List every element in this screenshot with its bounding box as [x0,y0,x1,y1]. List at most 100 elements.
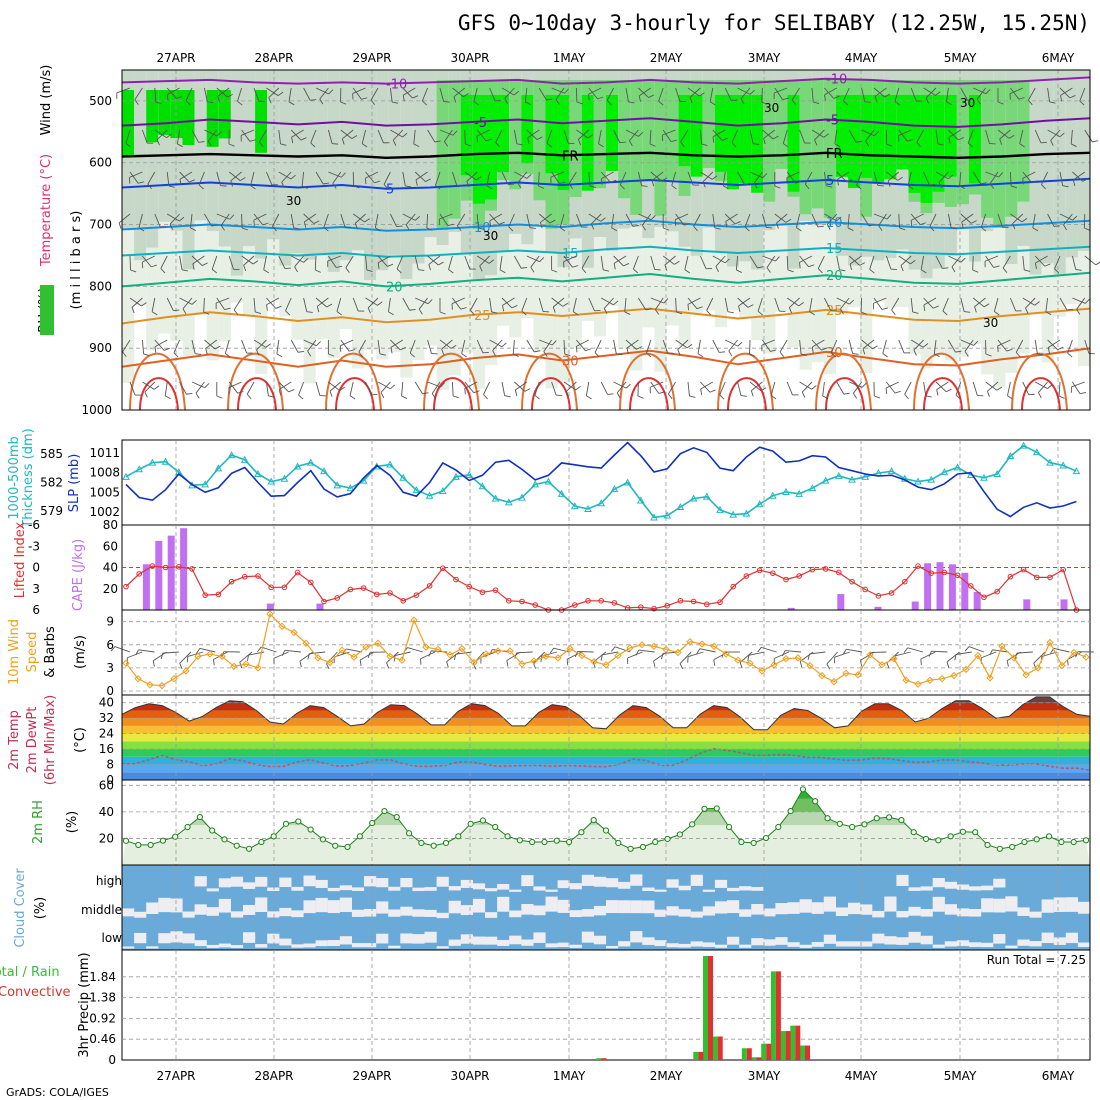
wind-barb-flag [195,353,202,355]
wind-barb [421,87,429,102]
thickness-point [861,472,870,480]
wind-barb-flag [329,390,333,397]
rh-shade-90 [932,95,945,192]
wind-speed-point [866,651,874,659]
thickness-point [491,494,500,502]
wind-barb [625,87,629,102]
cloud-gap [1029,911,1042,918]
wind-barb [1022,171,1033,184]
wind-barb [551,381,557,396]
cloud-gap [606,900,619,914]
wind-barb-flag [610,179,617,183]
cloud-gap [460,934,473,944]
wind-barb-flag [960,257,966,263]
temp-band [122,764,1090,773]
thickness-point [597,499,606,507]
wind-barb-flag [638,131,644,137]
wind-barb [712,129,726,138]
cloud-gap [690,911,703,918]
wind-barb-flag [668,393,673,399]
wind-barb [568,171,577,185]
wind-barb-flag [179,216,185,222]
cloud-gap [751,938,764,946]
cloud-gap [908,906,921,916]
wind-barb-flag [738,305,741,312]
thickness-point [702,492,711,500]
rh-point [209,827,216,834]
precip-tick: 1.38 [89,991,116,1005]
wind-barb-flag [849,263,853,270]
wind-barb [439,87,445,102]
wind-barb-flag [824,94,826,101]
wind-barb-flag [448,269,454,274]
wind10m-barb-flag [196,648,201,654]
wind-barb [588,171,591,186]
wind-barb [228,381,242,389]
cloud-gap [581,874,594,886]
wind-barb-flag [502,305,505,312]
wind-barb-flag [568,183,573,189]
wind-barb [464,381,475,394]
wind-barb [576,339,590,347]
wind-barb-flag [894,390,901,394]
wind10m-barb [359,651,375,661]
cloud-gap [872,933,885,944]
wind-barb-flag [181,269,189,272]
pressure-tick: 800 [89,279,112,293]
rh-shade-70 [1017,80,1030,202]
wind-barb [377,339,381,354]
wind-barb [1028,87,1036,101]
wind-barb [426,213,429,229]
wind-barb-flag [141,302,147,307]
wind10m-barb-flag [489,649,493,655]
wind-barb-flag [753,182,758,189]
rh-shade-90 [581,95,594,191]
temp-band [122,733,1090,742]
wind10m-barb [420,651,436,660]
li-point [941,569,948,576]
cloud-gap [739,909,752,917]
wind-barb [791,87,800,101]
wind-barb [336,297,342,312]
wind-barb-flag [441,348,445,355]
wind-barb-flag [645,308,652,311]
wind-barb-flag [894,101,901,106]
wind10m-barb [199,647,216,653]
surface-temp-loop-inner [139,377,179,411]
li-point [347,586,354,593]
wind-barb [873,297,887,304]
cloud-gap [618,941,631,947]
wind-barb-flag [715,266,719,272]
cloud-gap [690,874,703,886]
wind-barb [456,213,466,227]
date-label-top: 27APR [156,51,195,65]
wind-barb-flag [646,352,652,358]
cloud-gap [666,879,679,888]
wind-barb-flag [737,341,743,347]
wind-barb [441,339,453,350]
wind-barb [288,87,292,102]
wind-barb [687,87,700,97]
wind-barb-flag [782,97,789,101]
wind-barb [1047,87,1050,102]
wind-barb [451,381,454,397]
cloud-gap [315,940,328,947]
wind-barb [489,297,492,312]
wind-barb [848,129,857,143]
temp-contour-label: 20 [386,280,403,295]
wind-barb-flag [301,185,308,190]
cloud-gap [1041,932,1054,944]
rh-shade-90-left [206,90,219,147]
wind-barb-flag [749,353,756,357]
wind-barb [129,381,136,396]
wind-barb-flag [869,268,875,274]
thickness-point [399,473,408,481]
wind-barb-flag [268,97,272,104]
cloud-gap [218,898,231,913]
li-point [440,565,446,572]
wind10m-barb-flag [653,660,656,667]
wind-barb [439,129,454,136]
wind-barb [415,297,429,305]
wind-barb-flag [512,353,519,357]
